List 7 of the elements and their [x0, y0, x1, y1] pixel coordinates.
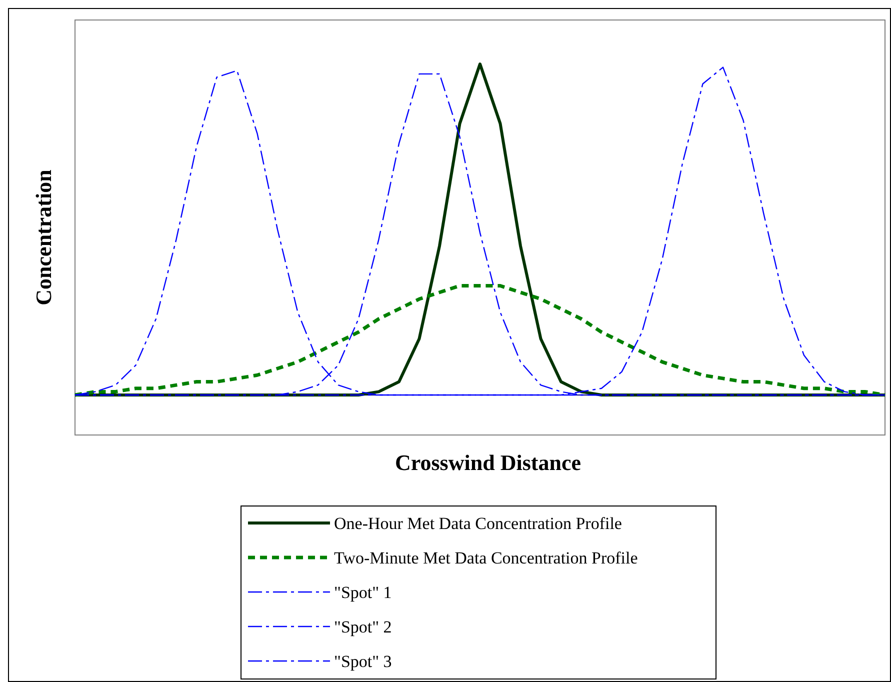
- legend-label: Two-Minute Met Data Concentration Profile: [334, 548, 638, 568]
- legend-label: "Spot" 1: [334, 583, 392, 602]
- legend-label: "Spot" 3: [334, 652, 392, 671]
- x-axis-title: Crosswind Distance: [394, 450, 582, 475]
- legend-label: One-Hour Met Data Concentration Profile: [334, 514, 622, 533]
- legend-label: "Spot" 2: [334, 618, 392, 636]
- y-axis-title: Concentration: [31, 170, 56, 306]
